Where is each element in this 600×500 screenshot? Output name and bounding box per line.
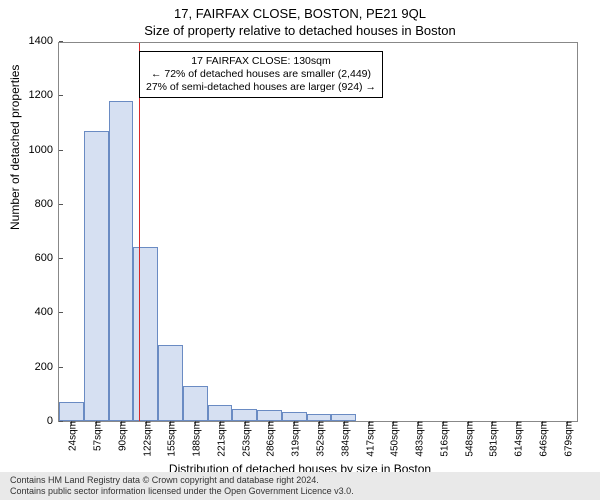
y-tick-label: 600 [35, 252, 59, 264]
y-tick-label: 400 [35, 306, 59, 318]
x-tick-label: 24sqm [64, 421, 79, 451]
annotation-line-3: 27% of semi-detached houses are larger (… [146, 81, 376, 94]
x-tick-label: 450sqm [386, 421, 401, 457]
x-tick-label: 57sqm [89, 421, 104, 451]
x-tick-label: 188sqm [188, 421, 203, 457]
x-tick-label: 646sqm [534, 421, 549, 457]
x-tick-label: 548sqm [460, 421, 475, 457]
footer-line-1: Contains HM Land Registry data © Crown c… [10, 475, 590, 486]
histogram-bar [59, 402, 84, 421]
x-tick-label: 581sqm [485, 421, 500, 457]
footer-attribution: Contains HM Land Registry data © Crown c… [0, 472, 600, 500]
histogram-bar [158, 345, 183, 421]
chart-plot-area: 020040060080010001200140024sqm57sqm90sqm… [58, 42, 578, 422]
x-tick-label: 679sqm [559, 421, 574, 457]
annotation-line-1: 17 FAIRFAX CLOSE: 130sqm [146, 55, 376, 68]
histogram-bar [208, 405, 233, 421]
x-tick-label: 319sqm [287, 421, 302, 457]
histogram-bar [257, 410, 282, 421]
chart-subtitle: Size of property relative to detached ho… [0, 21, 600, 38]
annotation-line-2: ← 72% of detached houses are smaller (2,… [146, 68, 376, 81]
x-tick-label: 614sqm [510, 421, 525, 457]
histogram-bar [282, 412, 307, 422]
x-tick-label: 286sqm [262, 421, 277, 457]
x-tick-label: 90sqm [113, 421, 128, 451]
x-tick-label: 384sqm [336, 421, 351, 457]
y-tick-label: 1200 [29, 89, 59, 101]
histogram-bar [307, 414, 332, 421]
histogram-bar [232, 409, 257, 421]
x-tick-label: 352sqm [312, 421, 327, 457]
footer-line-2: Contains public sector information licen… [10, 486, 590, 497]
histogram-bar [331, 414, 356, 421]
histogram-bar [109, 101, 134, 421]
x-tick-label: 516sqm [435, 421, 450, 457]
chart-main-title: 17, FAIRFAX CLOSE, BOSTON, PE21 9QL [0, 0, 600, 21]
histogram-bar [133, 247, 158, 421]
x-tick-label: 417sqm [361, 421, 376, 457]
y-tick-label: 1400 [29, 35, 59, 47]
y-tick-label: 800 [35, 198, 59, 210]
y-tick-label: 0 [47, 415, 59, 427]
y-axis-label: Number of detached properties [8, 65, 22, 230]
y-tick-label: 200 [35, 361, 59, 373]
x-tick-label: 155sqm [163, 421, 178, 457]
histogram-bar [84, 131, 109, 421]
y-tick-label: 1000 [29, 144, 59, 156]
reference-line [139, 43, 140, 421]
x-tick-label: 483sqm [411, 421, 426, 457]
x-tick-label: 253sqm [237, 421, 252, 457]
x-tick-label: 221sqm [212, 421, 227, 457]
histogram-bar [183, 386, 208, 421]
x-tick-label: 122sqm [138, 421, 153, 457]
annotation-box: 17 FAIRFAX CLOSE: 130sqm ← 72% of detach… [139, 51, 383, 98]
